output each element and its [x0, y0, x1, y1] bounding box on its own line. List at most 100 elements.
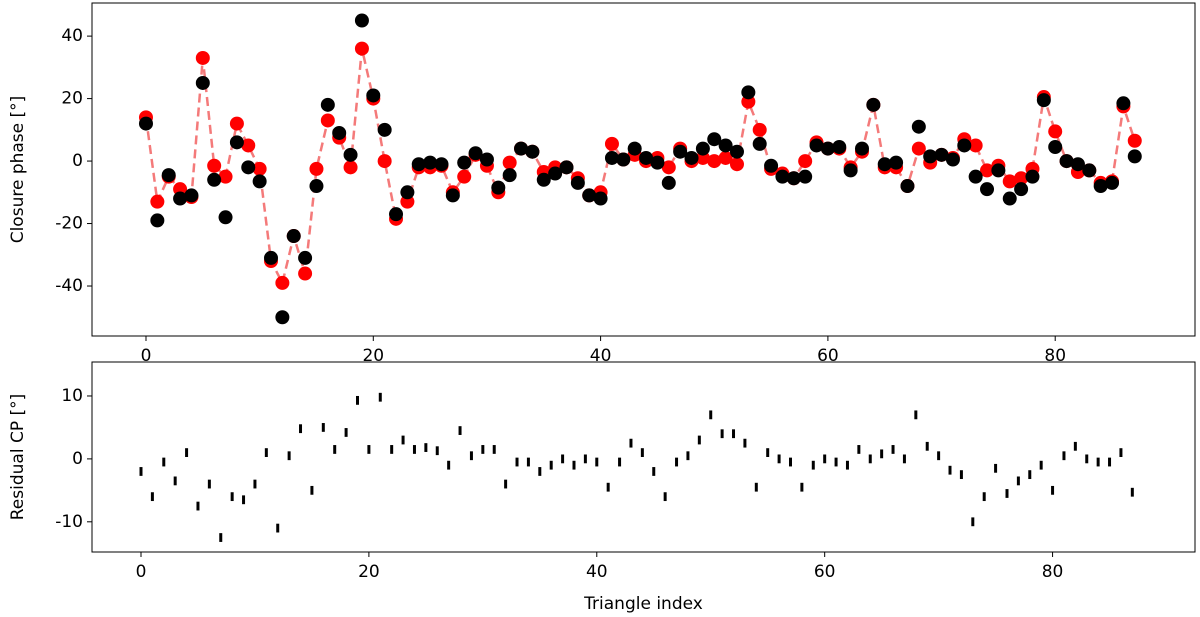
point: [627, 141, 642, 156]
point: [377, 154, 392, 169]
point: [695, 141, 710, 156]
point: [604, 136, 619, 151]
point: [411, 157, 426, 172]
point: [264, 250, 279, 265]
point: [468, 146, 483, 161]
point: [434, 157, 449, 172]
point: [639, 150, 654, 165]
point: [343, 160, 358, 175]
point: [1127, 133, 1142, 148]
point: [786, 171, 801, 186]
point: [229, 135, 244, 150]
point: [354, 13, 369, 28]
x-tick-label: 80: [1042, 562, 1064, 582]
point: [195, 75, 210, 90]
x-tick-label: 40: [590, 346, 612, 366]
point: [275, 275, 290, 290]
point: [536, 172, 551, 187]
point: [275, 310, 290, 325]
point: [423, 155, 438, 170]
point: [1002, 191, 1017, 206]
point: [991, 163, 1006, 178]
point: [1014, 182, 1029, 197]
point: [1048, 124, 1063, 139]
point: [752, 122, 767, 137]
point: [718, 138, 733, 153]
point: [980, 163, 995, 178]
point: [389, 207, 404, 222]
y-axis-label: Residual CP [°]: [8, 394, 28, 521]
point: [741, 85, 756, 100]
point: [218, 210, 233, 225]
point: [718, 150, 733, 165]
x-tick-label: 60: [814, 562, 836, 582]
point: [445, 188, 460, 203]
point: [729, 157, 744, 172]
point: [161, 168, 176, 183]
point: [218, 169, 233, 184]
point: [707, 132, 722, 147]
point: [502, 168, 517, 183]
point: [229, 116, 244, 131]
point: [1002, 174, 1017, 189]
point: [957, 138, 972, 153]
y-tick-label: 0: [72, 151, 83, 171]
point: [945, 152, 960, 167]
point: [843, 163, 858, 178]
point: [298, 250, 313, 265]
point: [1116, 96, 1131, 111]
point: [286, 229, 301, 244]
point: [889, 155, 904, 170]
point: [559, 160, 574, 175]
point: [729, 144, 744, 159]
x-tick-label: 0: [136, 562, 147, 582]
point: [548, 166, 563, 181]
point: [252, 174, 267, 189]
point: [173, 191, 188, 206]
point: [1082, 163, 1097, 178]
point: [1014, 171, 1029, 186]
x-tick-label: 20: [362, 346, 384, 366]
axes-frame: [91, 2, 1196, 337]
x-tick-label: 0: [141, 346, 152, 366]
point: [320, 113, 335, 128]
point: [320, 97, 335, 112]
point: [923, 149, 938, 164]
y-tick-label: 10: [61, 386, 83, 406]
point: [616, 152, 631, 167]
point: [684, 150, 699, 165]
point: [1025, 169, 1040, 184]
y-tick-label: 40: [61, 26, 83, 46]
point: [650, 155, 665, 170]
point: [1127, 149, 1142, 164]
point: [604, 150, 619, 165]
point: [138, 116, 153, 131]
point: [570, 175, 585, 190]
point: [1059, 154, 1074, 169]
x-tick-label: 60: [817, 346, 839, 366]
point: [911, 119, 926, 134]
x-tick-label: 40: [586, 562, 608, 582]
x-tick-label: 20: [358, 562, 380, 582]
point: [1105, 175, 1120, 190]
point: [798, 154, 813, 169]
point: [298, 266, 313, 281]
point: [366, 88, 381, 103]
point: [798, 169, 813, 184]
point: [502, 155, 517, 170]
point: [673, 144, 688, 159]
point: [752, 136, 767, 151]
point: [854, 141, 869, 156]
point: [457, 155, 472, 170]
point: [195, 50, 210, 65]
point: [832, 140, 847, 155]
y-axis-label: Closure phase [°]: [8, 96, 28, 244]
point: [207, 158, 222, 173]
point: [1048, 140, 1063, 155]
point: [661, 175, 676, 190]
point: [1070, 157, 1085, 172]
point: [775, 169, 790, 184]
point: [150, 194, 165, 209]
point: [377, 122, 392, 137]
